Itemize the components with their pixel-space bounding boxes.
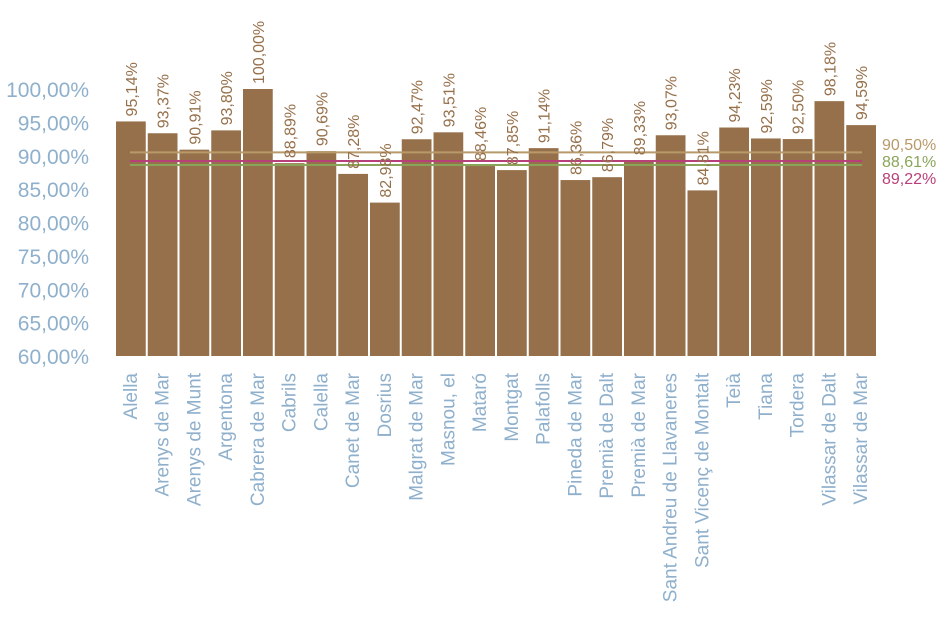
value-label: 93,51%	[441, 73, 458, 127]
value-label: 93,07%	[664, 76, 681, 130]
y-tick-label: 85,00%	[18, 179, 89, 202]
y-axis: 60,00% 65,00% 70,00% 75,00% 80,00% 85,00% 90,0…	[6, 79, 89, 369]
value-label: 92,47%	[410, 80, 427, 134]
bar	[179, 149, 210, 356]
bar	[592, 177, 622, 356]
value-label: 90,91%	[187, 90, 204, 144]
reference-line-label: 88,61%	[882, 154, 936, 171]
value-label: 95,14%	[124, 62, 141, 116]
x-tick-label: Tiana	[756, 373, 777, 420]
bar	[401, 139, 432, 356]
value-label: 84,81%	[695, 131, 712, 185]
x-tick-label: Masnou, el	[438, 373, 459, 466]
reference-lines: 90,50%88,61%89,22%	[130, 137, 936, 188]
bar	[528, 148, 559, 356]
value-label: 98,18%	[822, 42, 839, 96]
x-tick-label: Dosrius	[375, 373, 396, 437]
value-label: 82,98%	[378, 143, 395, 197]
bar	[751, 138, 781, 356]
x-tick-label: Sant Andreu de Llavaneres	[661, 373, 682, 602]
bar	[147, 133, 178, 356]
value-label: 93,80%	[219, 71, 236, 125]
x-tick-label: Cabrera de Mar	[248, 372, 269, 506]
x-tick-label: Teià	[724, 373, 745, 408]
value-label: 94,23%	[727, 68, 744, 122]
bar	[655, 135, 686, 356]
x-tick-label: Arenys de Mar	[153, 372, 174, 496]
x-tick-label: Pineda de Mar	[565, 372, 586, 496]
bar	[560, 180, 591, 356]
x-tick-label: Malgrat de Mar	[407, 372, 428, 500]
bar	[465, 166, 495, 356]
value-label: 92,50%	[791, 80, 808, 134]
value-label: 92,59%	[759, 79, 776, 133]
x-tick-label: Canet de Mar	[343, 372, 364, 488]
bar	[814, 101, 845, 356]
value-label: 87,85%	[505, 111, 522, 165]
bar	[687, 190, 718, 356]
y-tick-label: 80,00%	[18, 213, 89, 236]
bar	[497, 170, 527, 356]
y-tick-label: 70,00%	[18, 279, 89, 302]
reference-line-label: 89,22%	[882, 171, 936, 188]
y-tick-label: 95,00%	[18, 112, 89, 135]
y-tick-label: 75,00%	[18, 246, 89, 269]
y-tick-label: 90,00%	[18, 146, 89, 169]
x-tick-label: Sant Vicenç de Montalt	[692, 372, 713, 568]
x-tick-label: Premià de Dalt	[597, 372, 618, 498]
x-tick-label: Cabrils	[280, 373, 301, 432]
x-tick-label: Palafolls	[534, 373, 555, 445]
bar	[274, 163, 305, 356]
bar	[433, 132, 464, 356]
value-labels: 95,14% 93,37% 90,91% 93,80% 100,00% 88,89% 90,…	[124, 21, 871, 198]
value-label: 100,00%	[251, 21, 268, 84]
bar	[782, 139, 813, 356]
y-tick-label: 60,00%	[18, 346, 89, 369]
y-tick-label: 65,00%	[18, 313, 89, 336]
x-tick-label: Mataró	[470, 373, 491, 432]
x-tick-label: Vilassar de Mar	[851, 372, 872, 504]
bar	[211, 130, 241, 356]
value-label: 94,59%	[854, 66, 871, 120]
bar	[846, 125, 876, 356]
bar	[116, 121, 146, 357]
value-label: 86,36%	[568, 121, 585, 175]
value-label: 87,28%	[346, 115, 363, 169]
x-tick-label: Premià de Mar	[629, 372, 650, 497]
x-tick-label: Tordera	[788, 373, 809, 438]
value-label: 88,46%	[473, 107, 490, 161]
value-label: 91,14%	[537, 89, 554, 143]
bar	[306, 151, 337, 356]
value-label: 86,79%	[600, 118, 617, 172]
x-tick-label: Montgat	[502, 372, 523, 441]
bar	[243, 89, 273, 356]
bar	[624, 160, 654, 356]
x-tick-label: Argentona	[216, 373, 237, 461]
value-label: 88,89%	[283, 104, 300, 158]
x-tick-label: Arenys de Munt	[184, 372, 205, 506]
bar	[370, 202, 400, 356]
bar	[338, 173, 368, 356]
value-label: 93,37%	[156, 74, 173, 128]
y-tick-label: 100,00%	[6, 79, 89, 102]
x-tick-label: Calella	[311, 373, 332, 432]
x-axis: Alella Arenys de Mar Arenys de Munt Argento…	[121, 372, 872, 602]
value-label: 89,33%	[632, 101, 649, 155]
value-label: 90,69%	[314, 92, 331, 146]
bars	[116, 89, 876, 357]
reference-line-label: 90,50%	[882, 137, 936, 154]
x-tick-label: Alella	[121, 373, 142, 420]
x-tick-label: Vilassar de Dalt	[819, 372, 840, 505]
